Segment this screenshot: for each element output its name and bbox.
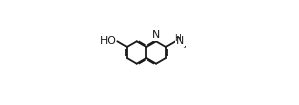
Text: HO: HO <box>100 36 117 46</box>
Text: N: N <box>152 30 160 40</box>
Text: H: H <box>174 34 181 43</box>
Text: N: N <box>176 36 184 46</box>
